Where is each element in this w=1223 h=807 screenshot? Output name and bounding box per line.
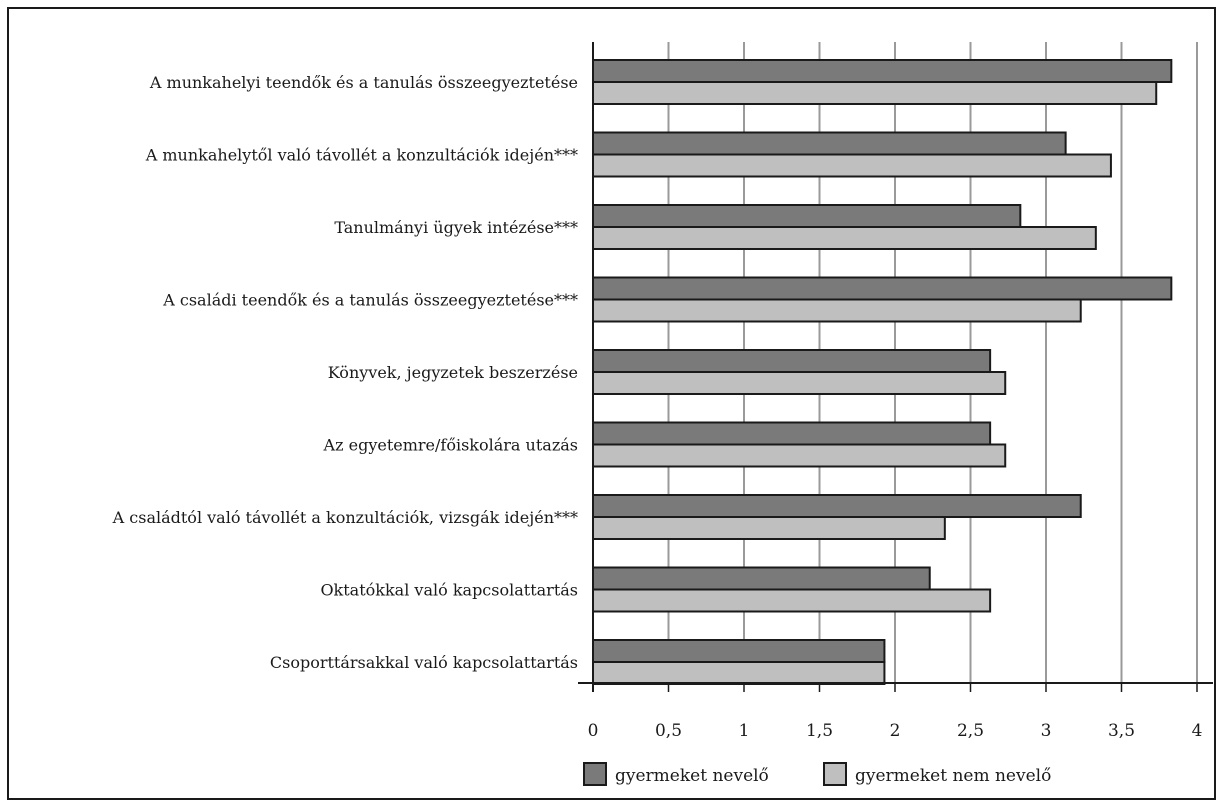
- x-tick-label: 2: [890, 721, 901, 741]
- bar-gyermeket-nem-nevelo: [592, 443, 1007, 468]
- bar-gyermeket-nevelo: [592, 494, 1082, 518]
- bar-gyermeket-nem-nevelo: [592, 516, 946, 540]
- bar-gyermeket-nevelo: [592, 349, 992, 373]
- bar-gyermeket-nevelo: [592, 131, 1067, 156]
- bar-gyermeket-nevelo: [592, 276, 1173, 301]
- x-tick-label: 0: [588, 721, 599, 741]
- bar-gyermeket-nevelo: [592, 204, 1022, 228]
- bar-gyermeket-nevelo: [592, 566, 931, 591]
- category-label: A családtól való távollét a konzultációk…: [112, 508, 578, 527]
- legend-swatch-gyermeket-nevelo: [583, 762, 607, 786]
- bar-gyermeket-nem-nevelo: [592, 661, 886, 685]
- bar-gyermeket-nem-nevelo: [592, 81, 1158, 105]
- x-tick-label: 1: [739, 721, 750, 741]
- bar-gyermeket-nem-nevelo: [592, 588, 992, 613]
- category-label: A munkahelytől való távollét a konzultác…: [145, 146, 578, 165]
- category-label: A munkahelyi teendők és a tanulás összee…: [149, 73, 578, 92]
- category-label: Könyvek, jegyzetek beszerzése: [328, 363, 578, 382]
- legend-swatch-gyermeket-nem-nevelo: [823, 762, 847, 786]
- category-label: A családi teendők és a tanulás összeegye…: [162, 291, 578, 310]
- category-label: Csoporttársakkal való kapcsolattartás: [270, 653, 578, 672]
- category-label: Tanulmányi ügyek intézése***: [334, 218, 578, 237]
- chart-frame: [7, 7, 1216, 800]
- category-label: Az egyetemre/főiskolára utazás: [323, 436, 578, 455]
- bar-gyermeket-nem-nevelo: [592, 298, 1082, 323]
- x-tick-label: 3,5: [1108, 721, 1135, 741]
- bar-gyermeket-nem-nevelo: [592, 371, 1007, 395]
- x-tick-label: 4: [1192, 721, 1203, 741]
- x-tick-label: 0,5: [655, 721, 682, 741]
- bar-gyermeket-nevelo: [592, 421, 992, 446]
- bar-gyermeket-nevelo: [592, 639, 886, 663]
- legend-label-gyermeket-nevelo: gyermeket nevelő: [615, 766, 769, 786]
- category-label: Oktatókkal való kapcsolattartás: [320, 581, 578, 600]
- x-tick-label: 3: [1041, 721, 1052, 741]
- legend-label-gyermeket-nem-nevelo: gyermeket nem nevelő: [855, 766, 1051, 786]
- x-tick-label: 2,5: [957, 721, 984, 741]
- bar-gyermeket-nem-nevelo: [592, 153, 1112, 178]
- bar-gyermeket-nevelo: [592, 59, 1173, 83]
- bar-gyermeket-nem-nevelo: [592, 226, 1097, 250]
- x-tick-label: 1,5: [806, 721, 833, 741]
